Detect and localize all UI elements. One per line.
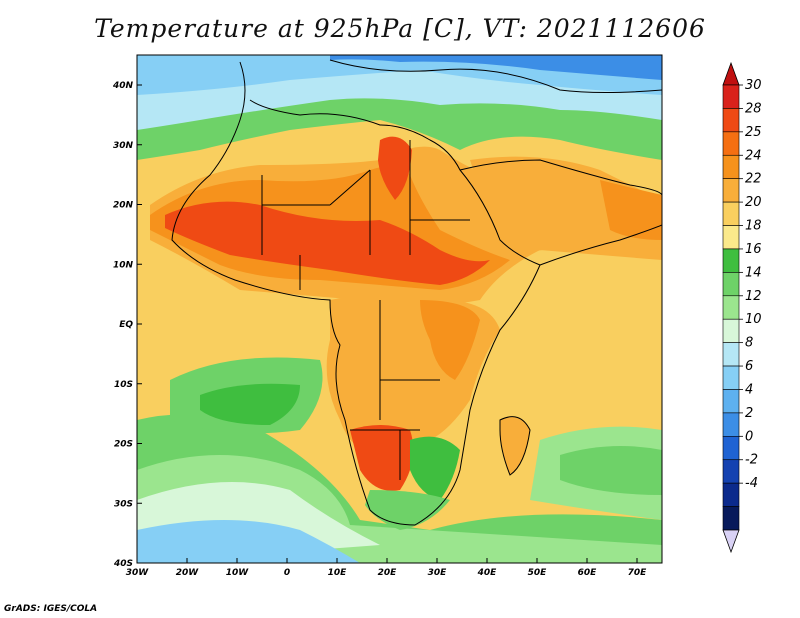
colorbar-label: 6 xyxy=(745,359,753,374)
latitude-axis: 40N 30N 20N 10N EQ 10S 20S 30S 40S xyxy=(112,81,142,569)
europe-coast xyxy=(329,59,662,93)
colorbar-swatch xyxy=(722,318,740,343)
colorbar-label: 2 xyxy=(745,406,753,421)
colorbar-swatch xyxy=(722,389,740,414)
lon-tick-label: 30E xyxy=(428,568,448,578)
lat-tick-label: 10S xyxy=(114,380,133,390)
colorbar-label: 0 xyxy=(745,429,753,444)
colorbar-label: 22 xyxy=(745,172,762,187)
colorbar-label: 20 xyxy=(745,195,762,210)
colorbar-swatch xyxy=(722,178,740,203)
lon-tick-label: 60E xyxy=(578,568,598,578)
lon-tick-label: 10E xyxy=(328,568,348,578)
colorbar-swatch xyxy=(722,436,740,461)
lon-tick-label: 70E xyxy=(628,568,648,578)
colorbar-swatch xyxy=(722,412,740,437)
colorbar-label: -2 xyxy=(745,453,758,468)
colorbar-label: 24 xyxy=(745,148,762,163)
colorbar-under-triangle xyxy=(722,529,740,554)
colorbar-swatch xyxy=(722,506,740,531)
lon-tick-label: 20W xyxy=(176,568,200,578)
lat-tick-label: 30S xyxy=(114,499,133,509)
lon-tick-label: 0 xyxy=(284,568,290,578)
lon-tick-label: 30W xyxy=(126,568,150,578)
colorbar-label: 12 xyxy=(745,289,762,304)
south-ocean-blue xyxy=(137,520,360,563)
colorbar-swatch xyxy=(722,459,740,484)
colorbar-label: 25 xyxy=(745,125,762,140)
colorbar-swatch xyxy=(722,84,740,109)
lon-tick-label: 10W xyxy=(226,568,250,578)
plot-frame xyxy=(136,54,663,564)
indian-ocean-core xyxy=(560,446,662,495)
lat-tick-label: 20S xyxy=(114,440,133,450)
lon-tick-label: 50E xyxy=(528,568,548,578)
colorbar-label: 4 xyxy=(745,382,753,397)
lat-tick-label: 40S xyxy=(113,559,133,569)
colorbar-label: 10 xyxy=(745,312,762,327)
sahel-hot xyxy=(165,201,490,285)
madagascar-coast xyxy=(499,416,531,476)
longitude-axis: 30W 20W 10W 0 10E 20E 30E 40E 50E 60E 70E xyxy=(126,558,647,578)
colorbar-swatch xyxy=(722,272,740,297)
grads-credit: GrADS: IGES/COLA xyxy=(4,604,98,614)
madagascar-warm xyxy=(500,416,530,475)
lon-tick-label: 40E xyxy=(477,568,498,578)
lat-tick-label: 10N xyxy=(113,260,134,270)
colorbar-label: 18 xyxy=(745,219,762,234)
temperature-field xyxy=(137,55,662,563)
colorbar-label: 30 xyxy=(745,78,762,93)
colorbar-swatch xyxy=(722,365,740,390)
east-africa-warmer xyxy=(420,300,480,380)
lon-tick-label: 20E xyxy=(378,568,398,578)
lat-tick-label: 20N xyxy=(113,201,134,211)
colorbar-swatch xyxy=(722,225,740,250)
lat-tick-label: 30N xyxy=(113,141,134,151)
arabia-east-warmer xyxy=(600,180,662,240)
mozambique-green xyxy=(410,436,460,500)
lat-tick-label: EQ xyxy=(119,320,133,330)
colorbar-swatch xyxy=(722,154,740,179)
colorbar-label: 28 xyxy=(745,101,762,116)
map-title: Temperature at 925hPa [C], VT: 202111260… xyxy=(94,14,706,43)
africa-coastline xyxy=(171,61,541,526)
colorbar-swatch xyxy=(722,482,740,507)
colorbar-label: 8 xyxy=(745,336,753,351)
south-atlantic-core xyxy=(200,383,300,425)
arabia-coast xyxy=(459,159,662,266)
colorbar-swatch xyxy=(722,248,740,273)
colorbar-label: 16 xyxy=(745,242,762,257)
coastlines xyxy=(171,59,662,526)
north-band-deep-blue xyxy=(330,55,662,80)
colorbar-swatch xyxy=(722,131,740,156)
country-borders xyxy=(261,140,470,480)
southern-africa-hot xyxy=(350,425,414,491)
colorbar-label: -4 xyxy=(745,476,758,491)
colorbar-swatch xyxy=(722,201,740,226)
colorbar-swatch xyxy=(722,108,740,133)
colorbar-label: 14 xyxy=(745,265,762,280)
colorbar-swatch xyxy=(722,342,740,367)
libyan-hot xyxy=(378,136,412,200)
colorbar-swatch xyxy=(722,295,740,320)
lat-tick-label: 40N xyxy=(112,81,134,91)
colorbar-over-triangle xyxy=(722,61,740,86)
